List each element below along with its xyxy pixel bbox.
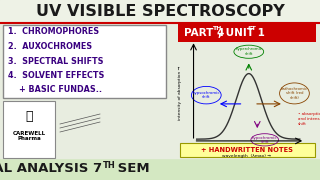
Text: hypochromic
shift: hypochromic shift	[252, 136, 277, 144]
Bar	[0, 0, 320, 22]
Text: + BASIC FUNDAS..: + BASIC FUNDAS..	[8, 86, 102, 94]
Text: hypsochromic
shift: hypsochromic shift	[193, 91, 220, 99]
Text: INSTRUMENTAL ANALYSIS 7: INSTRUMENTAL ANALYSIS 7	[0, 163, 102, 175]
Text: CAREWELL
Pharma: CAREWELL Pharma	[12, 131, 45, 141]
Text: ST: ST	[248, 26, 257, 31]
Text: SEM: SEM	[113, 163, 150, 175]
Text: PART 4: PART 4	[184, 28, 224, 37]
Text: , UNIT 1: , UNIT 1	[218, 28, 265, 37]
Text: TH: TH	[212, 26, 221, 31]
Bar	[3, 101, 55, 158]
Text: + HANDWRITTEN NOTES: + HANDWRITTEN NOTES	[201, 147, 293, 153]
Bar	[178, 23, 316, 42]
Text: bathochromic
shift (red
shift): bathochromic shift (red shift)	[281, 87, 308, 100]
Text: 3.  SPECTRAL SHIFTS: 3. SPECTRAL SHIFTS	[8, 57, 103, 66]
Text: intensity of absorption →: intensity of absorption →	[178, 66, 182, 120]
FancyBboxPatch shape	[3, 25, 166, 98]
FancyBboxPatch shape	[180, 143, 315, 157]
Text: 4.  SOLVENT EFFECTS: 4. SOLVENT EFFECTS	[8, 71, 104, 80]
Text: UV VISIBLE SPECTROSCOPY: UV VISIBLE SPECTROSCOPY	[36, 3, 284, 19]
Text: 🎓: 🎓	[25, 111, 33, 123]
Text: 1.  CHROMOPHORES: 1. CHROMOPHORES	[8, 28, 99, 37]
Text: hyperchromic
shift: hyperchromic shift	[235, 48, 262, 56]
Text: • absorption
and intensity
shift: • absorption and intensity shift	[298, 112, 320, 126]
Text: wavelength  (λmax) →: wavelength (λmax) →	[222, 154, 271, 158]
Bar	[0, 158, 320, 180]
Text: TH: TH	[103, 161, 116, 170]
Bar	[0, 22, 320, 158]
Text: 2.  AUXOCHROMES: 2. AUXOCHROMES	[8, 42, 92, 51]
